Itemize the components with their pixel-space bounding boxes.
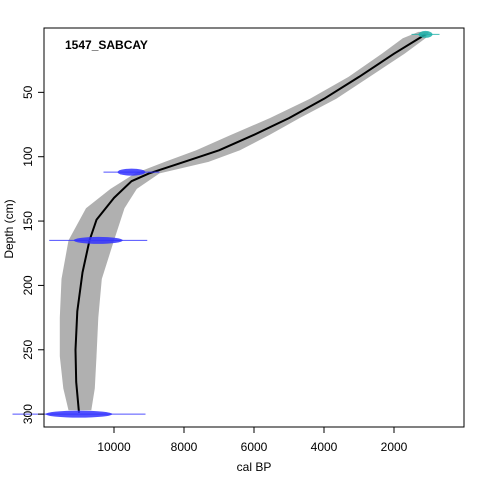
y-tick-label: 50	[21, 85, 35, 99]
plot-area	[12, 30, 440, 418]
x-tick-label: 10000	[97, 440, 131, 454]
chart-title: 1547_SABCAY	[65, 38, 148, 52]
dated-sample-4	[12, 410, 146, 418]
date-probability-blob	[45, 410, 113, 418]
y-tick-label: 300	[21, 404, 35, 424]
x-tick-label: 4000	[311, 440, 338, 454]
dated-sample-1	[411, 30, 440, 38]
y-tick-label: 100	[21, 146, 35, 166]
y-axis-title: Depth (cm)	[2, 199, 16, 258]
x-axis-title: cal BP	[237, 460, 272, 474]
x-axis: 10000 8000 6000 4000 2000	[97, 426, 408, 454]
y-tick-label: 200	[21, 275, 35, 295]
date-probability-blob	[117, 168, 146, 176]
x-tick-label: 8000	[171, 440, 198, 454]
median-age-line	[74, 33, 427, 413]
y-tick-label: 250	[21, 339, 35, 359]
dated-sample-3	[49, 236, 148, 244]
dated-sample-2	[103, 168, 160, 176]
date-probability-blob	[418, 30, 433, 38]
y-axis: 50 100 150 200 250 300	[21, 85, 45, 424]
x-tick-label: 6000	[241, 440, 268, 454]
x-tick-label: 2000	[381, 440, 408, 454]
date-probability-blob	[73, 236, 123, 244]
y-tick-label: 150	[21, 211, 35, 231]
